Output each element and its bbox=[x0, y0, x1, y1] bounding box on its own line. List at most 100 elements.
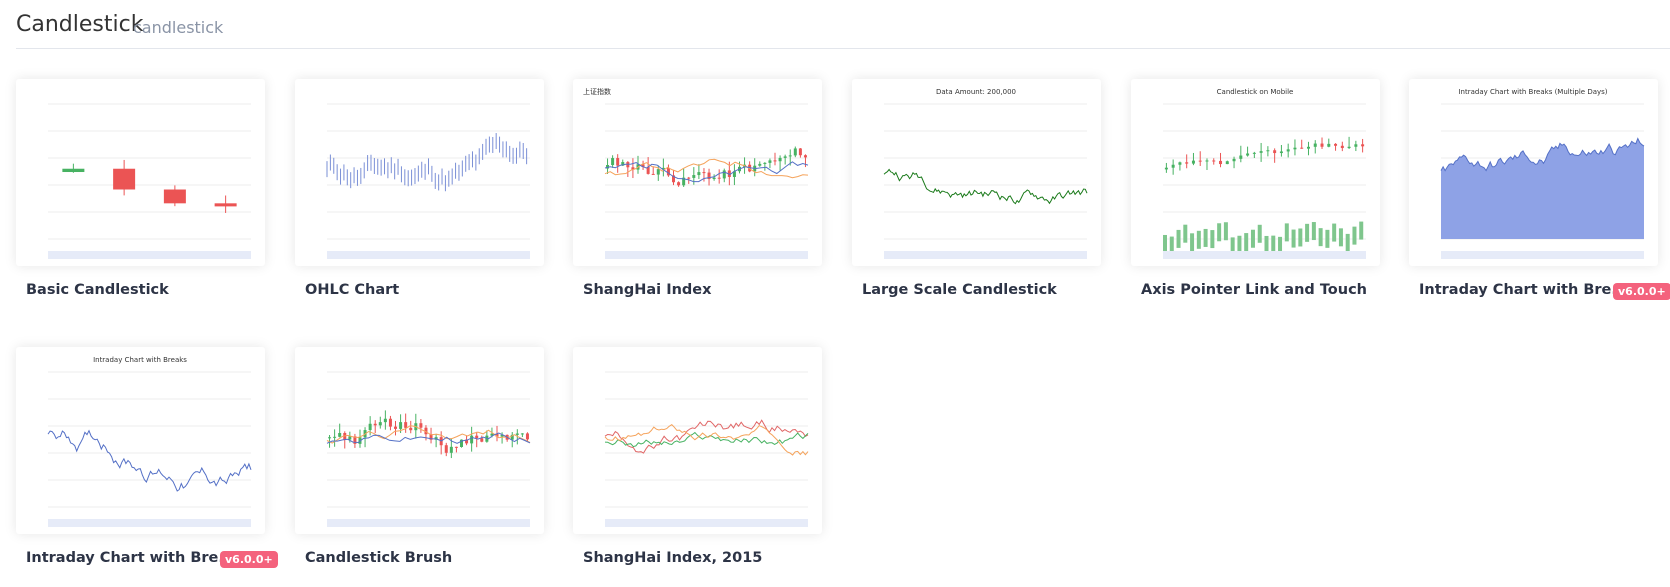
thumb-candle bbox=[515, 433, 519, 435]
thumb-candle bbox=[631, 167, 635, 170]
thumb-line bbox=[604, 161, 809, 183]
thumb-candle bbox=[677, 182, 681, 186]
thumb-title: Intraday Chart with Breaks bbox=[93, 356, 187, 364]
thumb-zoom bbox=[327, 519, 530, 527]
example-card[interactable] bbox=[295, 347, 544, 534]
thumb-zoom bbox=[1163, 251, 1366, 259]
thumb-candle bbox=[163, 189, 186, 204]
thumb-title: Data Amount: 200,000 bbox=[936, 88, 1016, 96]
thumb-candle bbox=[388, 418, 392, 427]
thumb-volume bbox=[1332, 223, 1337, 242]
thumbnail bbox=[326, 103, 530, 259]
thumb-line bbox=[47, 429, 252, 492]
section-subtitle: candlestick bbox=[133, 18, 224, 37]
thumb-volume bbox=[1203, 228, 1208, 247]
thumb-candle bbox=[666, 167, 670, 176]
thumb-candle bbox=[621, 162, 625, 166]
example-card[interactable] bbox=[16, 79, 265, 266]
thumb-candle bbox=[1219, 160, 1223, 165]
thumb-volume bbox=[1291, 229, 1296, 248]
thumb-candle bbox=[1320, 143, 1324, 147]
thumb-candle bbox=[687, 177, 691, 179]
thumb-volume bbox=[1250, 229, 1255, 248]
thumb-candle bbox=[470, 435, 474, 444]
thumb-candle bbox=[214, 203, 237, 207]
card-title[interactable]: Basic Candlestick bbox=[26, 282, 169, 298]
example-card[interactable]: Candlestick on Mobile bbox=[1131, 79, 1380, 266]
thumb-candle bbox=[661, 167, 665, 170]
thumb-zoom bbox=[48, 251, 251, 259]
thumb-volume bbox=[1237, 235, 1242, 254]
thumb-candle bbox=[444, 445, 448, 453]
thumb-candle bbox=[454, 446, 458, 448]
thumb-candle bbox=[1232, 158, 1236, 162]
thumb-candle bbox=[707, 172, 711, 180]
thumb-zoom bbox=[1441, 251, 1644, 259]
thumb-volume bbox=[1244, 233, 1249, 252]
thumb-volume bbox=[1163, 234, 1167, 253]
thumb-candle bbox=[348, 436, 352, 440]
thumb-candle bbox=[1266, 150, 1270, 152]
thumb-candle bbox=[404, 422, 408, 428]
card-title[interactable]: Intraday Chart with Bre... bbox=[26, 550, 235, 566]
thumb-volume bbox=[1311, 222, 1316, 241]
thumb-candle bbox=[409, 427, 413, 431]
thumb-line bbox=[326, 425, 531, 444]
thumb-volume bbox=[1359, 221, 1364, 240]
thumb-candle bbox=[333, 436, 337, 438]
example-card[interactable]: Data Amount: 200,000 bbox=[852, 79, 1101, 266]
example-card[interactable] bbox=[573, 347, 822, 534]
thumb-line bbox=[604, 431, 809, 448]
example-card[interactable]: 上证指数 bbox=[573, 79, 822, 266]
thumb-zoom bbox=[48, 519, 251, 527]
card-title[interactable]: Axis Pointer Link and Touch bbox=[1141, 282, 1367, 298]
example-card[interactable]: Intraday Chart with Breaks bbox=[16, 347, 265, 534]
thumb-line bbox=[604, 419, 809, 454]
card-title[interactable]: Candlestick Brush bbox=[305, 550, 453, 566]
card-title[interactable]: Intraday Chart with Bre... bbox=[1419, 282, 1628, 298]
thumb-volume bbox=[1190, 233, 1195, 252]
example-card[interactable] bbox=[295, 79, 544, 266]
thumb-volume bbox=[1271, 235, 1276, 254]
thumb-line bbox=[883, 168, 1088, 205]
thumb-candle bbox=[1246, 153, 1250, 156]
thumb-candle bbox=[732, 171, 736, 177]
thumb-candle bbox=[1334, 143, 1338, 146]
thumb-volume bbox=[1264, 235, 1269, 254]
thumb-candle bbox=[394, 426, 398, 429]
card-title[interactable]: OHLC Chart bbox=[305, 282, 400, 298]
thumb-line bbox=[604, 158, 809, 179]
thumb-volume bbox=[1176, 229, 1181, 248]
section-title: Candlestick bbox=[16, 12, 144, 37]
thumb-candle bbox=[1293, 147, 1297, 150]
example-card[interactable]: Intraday Chart with Breaks (Multiple Day… bbox=[1409, 79, 1658, 266]
thumb-candle bbox=[525, 433, 529, 440]
thumb-candle bbox=[682, 177, 686, 186]
thumb-candle bbox=[510, 434, 514, 440]
thumbnail: 上证指数 bbox=[583, 87, 809, 259]
thumb-candle bbox=[1273, 150, 1277, 154]
card-title[interactable]: ShangHai Index, 2015 bbox=[583, 550, 763, 566]
thumb-candle bbox=[803, 155, 807, 158]
thumb-candle bbox=[1171, 164, 1175, 168]
thumb-candle bbox=[783, 156, 787, 158]
thumbnail bbox=[48, 103, 251, 259]
thumbnail: Data Amount: 200,000 bbox=[883, 88, 1088, 259]
thumb-zoom bbox=[884, 251, 1087, 259]
thumb-candle bbox=[480, 438, 484, 442]
thumb-candle bbox=[520, 433, 524, 435]
thumb-candle bbox=[1279, 151, 1283, 154]
version-badge: v6.0.0+ bbox=[1613, 283, 1670, 300]
thumb-candle bbox=[1313, 143, 1317, 147]
card-title[interactable]: Large Scale Candlestick bbox=[862, 282, 1057, 298]
thumb-candle bbox=[338, 432, 342, 437]
card-title[interactable]: ShangHai Index bbox=[583, 282, 712, 298]
thumb-volume bbox=[1305, 223, 1310, 242]
thumb-volume bbox=[1196, 230, 1201, 249]
thumbnail: Intraday Chart with Breaks bbox=[47, 356, 252, 527]
thumb-zoom bbox=[327, 251, 530, 259]
thumbnail bbox=[604, 371, 809, 527]
thumb-candle bbox=[429, 434, 433, 440]
thumb-title: 上证指数 bbox=[583, 87, 611, 96]
